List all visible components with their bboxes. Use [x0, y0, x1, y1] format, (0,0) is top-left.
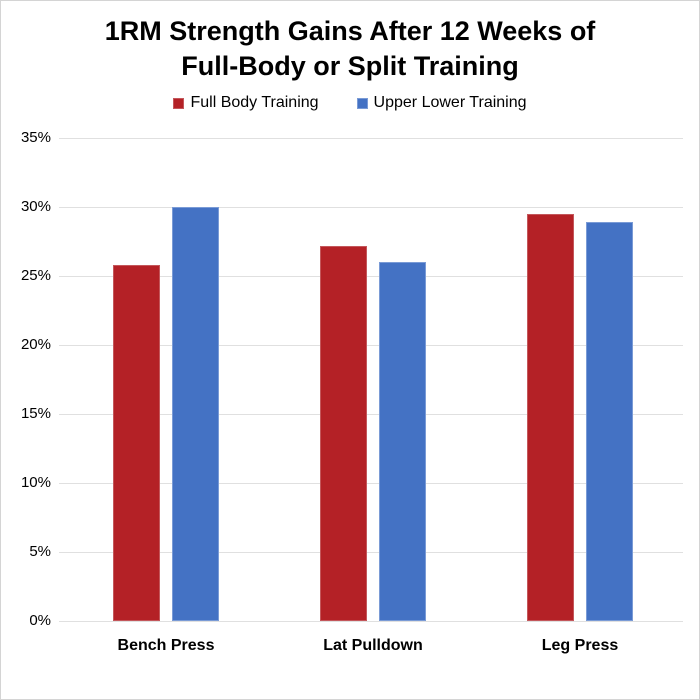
bar-upper-lower-training-bench-press: [172, 207, 219, 621]
y-axis-tick-label: 30%: [20, 198, 51, 215]
legend-label: Upper Lower Training: [373, 94, 527, 111]
gridline-20pct: [59, 345, 683, 346]
legend-swatch-icon: [173, 97, 185, 109]
chart-title: 1RM Strength Gains After 12 Weeks of Ful…: [1, 14, 699, 84]
gridline-10pct: [59, 483, 683, 484]
legend-item-upper-lower-training: Upper Lower Training: [356, 94, 527, 112]
legend-item-full-body-training: Full Body Training: [173, 94, 319, 112]
bar-full-body-training-bench-press: [113, 265, 160, 621]
gridline-15pct: [59, 414, 683, 415]
y-axis-tick-label: 10%: [20, 474, 51, 491]
bar-upper-lower-training-leg-press: [586, 222, 633, 621]
gridline-0pct: [59, 621, 683, 622]
legend-label: Full Body Training: [190, 94, 319, 111]
bar-full-body-training-leg-press: [527, 214, 574, 621]
x-axis-category-label-bench-press: Bench Press: [117, 637, 215, 654]
chart-title-line-2: Full-Body or Split Training: [181, 51, 519, 81]
y-axis-tick-label: 35%: [20, 129, 51, 146]
gridline-30pct: [59, 207, 683, 208]
gridline-35pct: [59, 138, 683, 139]
chart-legend: Full Body Training Upper Lower Training: [1, 94, 699, 112]
y-axis-tick-label: 5%: [29, 543, 51, 560]
y-axis-tick-label: 20%: [20, 336, 51, 353]
gridline-25pct: [59, 276, 683, 277]
x-axis-category-label-leg-press: Leg Press: [541, 637, 619, 654]
y-axis-tick-label: 25%: [20, 267, 51, 284]
x-axis-category-label-lat-pulldown: Lat Pulldown: [323, 637, 423, 654]
y-axis-tick-label: 0%: [29, 612, 51, 629]
gridline-5pct: [59, 552, 683, 553]
legend-swatch-icon: [356, 97, 368, 109]
y-axis-tick-label: 15%: [20, 405, 51, 422]
bar-full-body-training-lat-pulldown: [320, 246, 367, 621]
chart-title-line-1: 1RM Strength Gains After 12 Weeks of: [104, 16, 596, 46]
bar-upper-lower-training-lat-pulldown: [379, 262, 426, 621]
